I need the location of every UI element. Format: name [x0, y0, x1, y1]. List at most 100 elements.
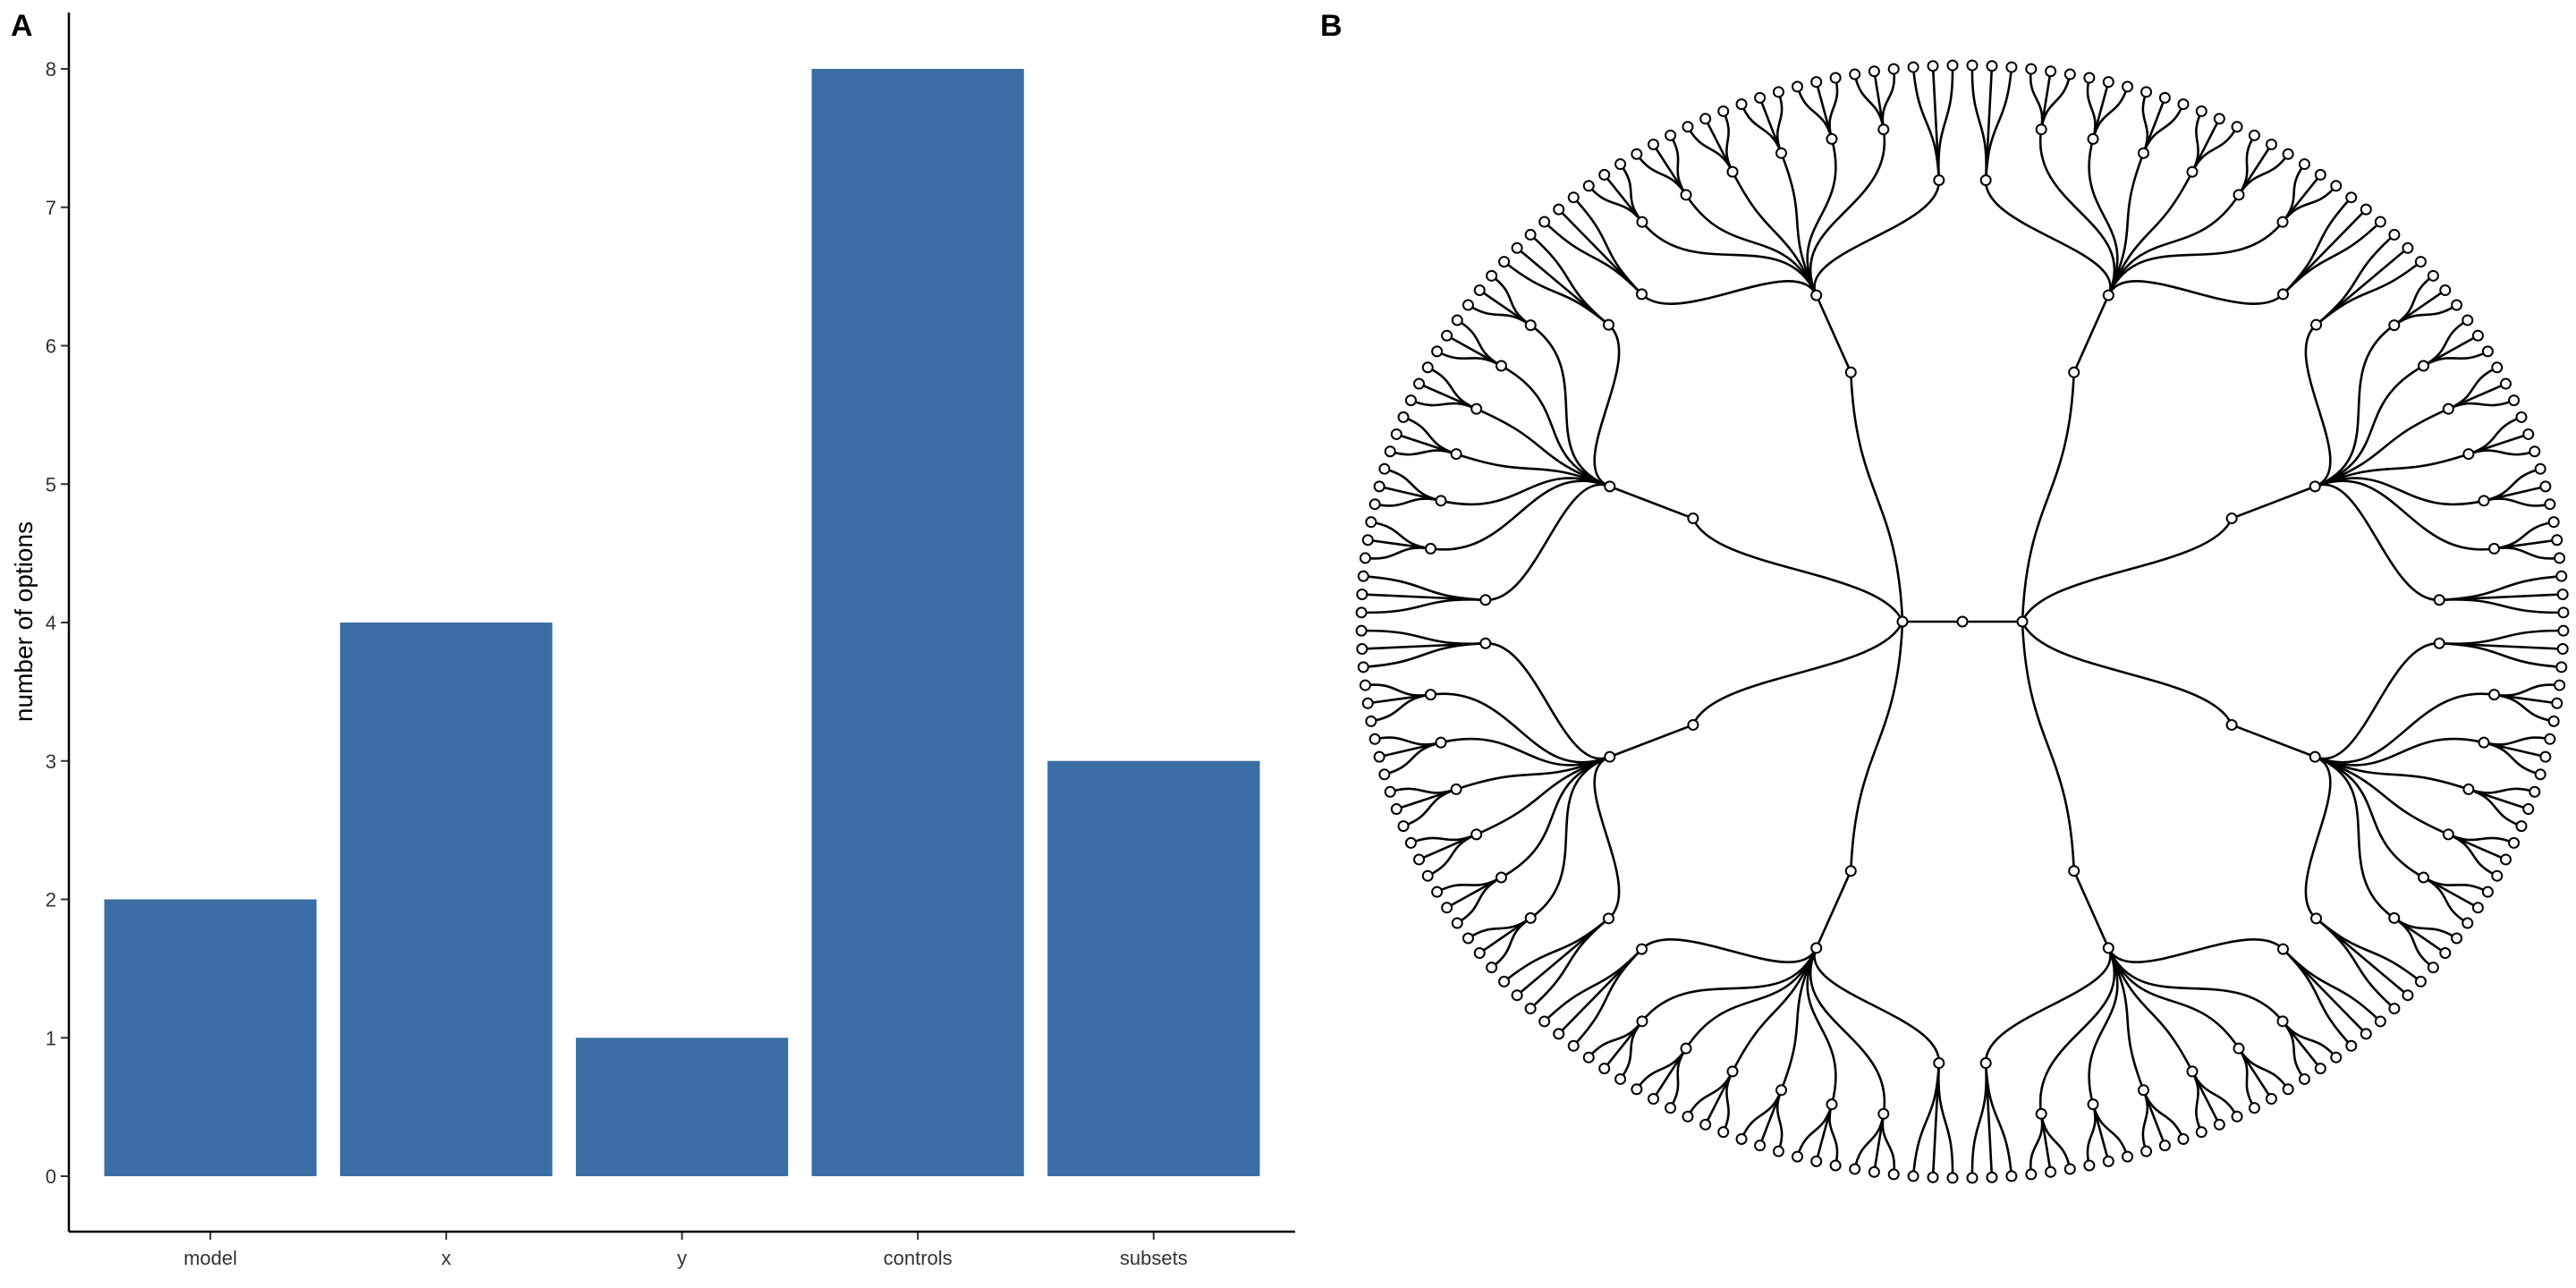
leaf-node — [1735, 98, 1748, 111]
depth4-edge — [2107, 947, 2241, 1049]
depth4-edge — [2088, 947, 2119, 1105]
leaf-edge — [1402, 416, 1457, 455]
leaf-edge — [2468, 416, 2522, 455]
leaf-edge — [1374, 497, 1442, 507]
leaf-node — [1927, 60, 1939, 72]
depth4-edge — [2314, 479, 2495, 551]
leaf-edge — [1970, 1063, 1987, 1178]
leaf-node — [1498, 975, 1511, 987]
tree-nodes — [1355, 59, 2570, 1184]
depth3-node — [2309, 750, 2321, 763]
depth2-node — [2068, 865, 2080, 877]
leaf-node — [1365, 516, 1377, 529]
depth2-edge — [2021, 621, 2233, 725]
leaf-node — [2360, 203, 2372, 216]
leaf-edge — [1775, 91, 1784, 154]
leaf-node — [2282, 148, 2294, 160]
leaf-node — [2330, 180, 2343, 192]
depth4-edge — [2314, 364, 2425, 488]
leaf-edge — [1970, 65, 1987, 181]
leaf-node — [2551, 534, 2563, 547]
leaf-node — [2499, 853, 2512, 866]
leaf-node — [2195, 105, 2207, 117]
depth4-edge — [2314, 483, 2440, 602]
x-tick-label: controls — [884, 1247, 953, 1269]
leaf-node — [2248, 129, 2260, 141]
leaf-node — [1404, 836, 1417, 849]
leaf-node — [1567, 191, 1580, 204]
depth2-edge — [1691, 518, 1904, 623]
leaf-edge — [1361, 598, 1486, 614]
depth4-edge — [1485, 641, 1611, 760]
leaf-node — [1357, 661, 1369, 674]
depth4-node — [1826, 132, 1838, 145]
depth4-edge — [2314, 641, 2440, 760]
depth3-edge — [2072, 870, 2110, 949]
depth4-edge — [2107, 279, 2284, 305]
leaf-node — [1553, 203, 1565, 216]
leaf-node — [2083, 1159, 2096, 1172]
leaf-edge — [2142, 104, 2185, 154]
leaf-node — [2508, 836, 2521, 849]
leaf-edge — [2447, 833, 2498, 877]
leaf-node — [2388, 228, 2401, 241]
leaf-edge — [2394, 917, 2458, 940]
x-tick-label: model — [183, 1247, 237, 1269]
depth4-edge — [2107, 171, 2194, 296]
leaf-edge — [1530, 233, 1610, 326]
leaf-node — [2534, 462, 2546, 475]
leaf-node — [1986, 60, 1998, 72]
leaf-edge — [1686, 1071, 1734, 1117]
leaf-node — [1431, 886, 1444, 898]
leaf-node — [2045, 1165, 2057, 1178]
depth4-node — [2087, 1098, 2099, 1111]
leaf-node — [1582, 180, 1595, 192]
leaf-edge — [1490, 275, 1531, 326]
leaf-node — [1404, 394, 1417, 407]
y-tick-label: 7 — [46, 197, 56, 219]
leaf-node — [2345, 1039, 2358, 1052]
leaf-node — [1413, 377, 1426, 390]
depth4-node — [1877, 1107, 1890, 1120]
leaf-node — [2499, 377, 2512, 390]
leaf-node — [1524, 228, 1537, 241]
depth4-node — [1424, 542, 1436, 555]
leaf-node — [2005, 1170, 2018, 1182]
leaf-edge — [1402, 788, 1457, 827]
leaf-node — [2298, 158, 2310, 171]
leaf-edge — [1740, 104, 1783, 154]
depth4-edge — [1731, 171, 1818, 296]
leaf-edge — [2141, 1089, 2149, 1152]
depth4-edge — [2314, 755, 2449, 836]
leaf-node — [2265, 1093, 2277, 1106]
leaf-node — [1614, 158, 1627, 171]
leaf-node — [2539, 750, 2552, 763]
leaf-node — [1473, 284, 1486, 296]
leaf-edge — [2483, 467, 2541, 503]
leaf-edge — [2394, 303, 2458, 326]
depth4-node — [1524, 319, 1537, 332]
leaf-edge — [2190, 126, 2239, 173]
depth4-node — [2478, 736, 2490, 749]
tree-panel: B — [1320, 9, 2570, 1184]
depth4-edge — [1530, 324, 1611, 488]
depth4-edge — [2038, 947, 2116, 1114]
leaf-edge — [2468, 449, 2536, 456]
leaf-node — [2005, 61, 2018, 73]
leaf-node — [1462, 299, 1474, 311]
leaf-edge — [2439, 629, 2563, 645]
depth4-edge — [1430, 479, 1611, 551]
leaf-node — [1927, 1171, 1939, 1183]
depth3-edge — [2231, 485, 2316, 520]
leaf-node — [2557, 606, 2570, 619]
leaf-node — [1907, 61, 1919, 73]
y-tick-label: 0 — [46, 1165, 56, 1188]
leaf-node — [2122, 80, 2134, 93]
depth4-edge — [1530, 755, 1611, 919]
leaf-edge — [1619, 1021, 1643, 1080]
leaf-node — [2439, 947, 2452, 960]
leaf-node — [1397, 411, 1410, 423]
leaf-node — [2102, 1155, 2114, 1167]
leaf-node — [2122, 1150, 2134, 1163]
y-tick-label: 2 — [46, 889, 56, 911]
